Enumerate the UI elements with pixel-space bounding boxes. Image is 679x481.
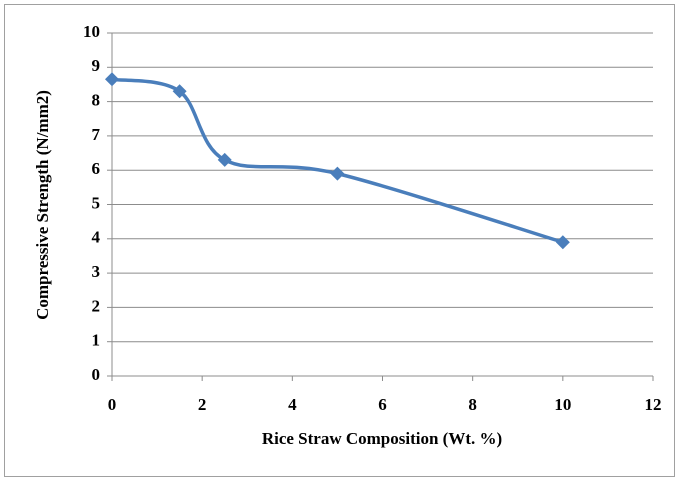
x-axis-label: Rice Straw Composition (Wt. %) bbox=[262, 429, 502, 448]
y-tick-label: 2 bbox=[92, 296, 101, 315]
x-tick-label: 8 bbox=[468, 395, 477, 414]
y-axis-label: Compressive Strength (N/mm2) bbox=[33, 90, 52, 320]
y-tick-label: 6 bbox=[92, 159, 101, 178]
y-tick-label: 4 bbox=[92, 228, 101, 247]
chart-border bbox=[4, 4, 675, 477]
y-tick-label: 5 bbox=[92, 193, 101, 212]
x-tick-label: 2 bbox=[198, 395, 207, 414]
y-tick-label: 8 bbox=[92, 91, 101, 110]
y-tick-label: 1 bbox=[92, 331, 101, 350]
x-tick-label: 4 bbox=[288, 395, 297, 414]
x-tick-label: 0 bbox=[108, 395, 117, 414]
data-point bbox=[105, 72, 119, 87]
x-tick-label: 10 bbox=[554, 395, 571, 414]
x-tick-label: 6 bbox=[378, 395, 387, 414]
x-tick-label: 12 bbox=[645, 395, 662, 414]
data-point bbox=[172, 84, 187, 99]
y-tick-label: 9 bbox=[92, 56, 101, 75]
series-line bbox=[111, 77, 564, 244]
y-tick-label: 0 bbox=[92, 365, 101, 384]
y-tick-label: 10 bbox=[83, 22, 100, 41]
data-point bbox=[217, 152, 232, 167]
data-point bbox=[555, 235, 570, 250]
y-tick-label: 7 bbox=[92, 125, 101, 144]
y-tick-label: 3 bbox=[92, 262, 101, 281]
data-point bbox=[330, 166, 345, 181]
